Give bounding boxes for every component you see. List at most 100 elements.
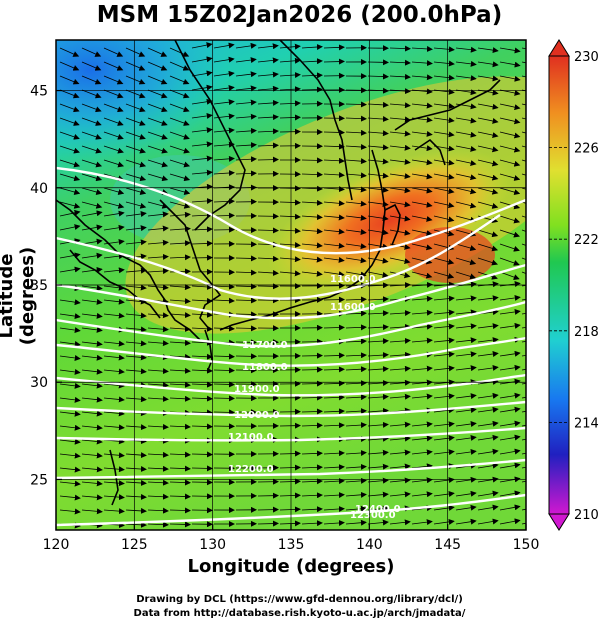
wind-arrow (455, 323, 477, 330)
wind-arrow (323, 58, 345, 65)
wind-arrow (279, 506, 301, 513)
wind-arrow (389, 379, 411, 386)
wind-arrow (499, 131, 521, 139)
wind-arrow (169, 521, 191, 528)
wind-arrow (389, 365, 411, 372)
wind-arrow (147, 382, 169, 389)
wind-arrow (345, 271, 367, 278)
wind-arrow (103, 117, 124, 126)
wind-arrow (499, 518, 521, 525)
wind-arrow (477, 351, 499, 357)
wind-arrow (103, 508, 125, 515)
wind-arrow (367, 449, 389, 456)
wind-arrow (103, 494, 125, 501)
wind-arrow (499, 103, 521, 111)
wind-arrow (191, 339, 213, 346)
wind-arrow (257, 43, 279, 50)
wind-arrow (499, 448, 521, 455)
wind-arrow (345, 505, 367, 512)
wind-arrow (103, 131, 124, 140)
wind-arrow (81, 75, 102, 85)
wind-arrow (521, 173, 526, 176)
wind-arrow (433, 74, 455, 81)
wind-arrow (411, 187, 433, 194)
wind-arrow (125, 326, 147, 333)
wind-arrow (367, 366, 389, 372)
wind-arrow (59, 145, 80, 154)
wind-arrow (59, 187, 81, 195)
wind-arrow (235, 156, 257, 163)
wind-arrow (367, 519, 389, 526)
wind-arrow (103, 354, 125, 361)
wind-arrow (213, 381, 235, 388)
wind-arrow (433, 131, 455, 138)
wind-arrow (455, 271, 477, 280)
wind-arrow (367, 229, 389, 236)
wind-arrow (301, 44, 323, 51)
wind-arrow (191, 395, 213, 402)
wind-arrow (125, 466, 147, 473)
wind-arrow (213, 42, 235, 49)
wind-arrow (477, 490, 499, 497)
wind-arrow (477, 337, 499, 344)
wind-arrow (499, 117, 521, 125)
wind-arrow (433, 407, 455, 414)
wind-arrow (411, 519, 433, 526)
wind-arrow (59, 209, 81, 217)
wind-arrow (433, 215, 455, 223)
wind-arrow (411, 491, 433, 498)
wind-arrow (147, 284, 169, 291)
wind-arrow (455, 337, 477, 344)
wind-arrow (345, 477, 367, 484)
wind-arrow (147, 312, 169, 319)
wind-arrow (257, 227, 279, 234)
wind-arrow (81, 508, 103, 515)
wind-arrow (125, 239, 147, 246)
wind-arrow (81, 382, 103, 389)
wind-arrow (345, 408, 367, 415)
wind-arrow (499, 47, 521, 54)
wind-arrow (345, 257, 367, 264)
wind-arrow (301, 408, 323, 415)
wind-arrow (191, 325, 213, 332)
wind-arrow (455, 490, 477, 497)
wind-arrow (103, 438, 125, 445)
wind-arrow (433, 159, 455, 166)
wind-arrow (147, 396, 169, 403)
lat-lon-grid (56, 40, 526, 530)
wind-arrow (59, 224, 81, 231)
colorbar: 230 226 222 218 214 210 (548, 39, 599, 531)
wind-arrow (279, 86, 301, 93)
wind-arrow (323, 214, 345, 221)
wind-arrow (455, 407, 477, 414)
wind-arrow (389, 130, 411, 137)
y-tick-label: 35 (30, 278, 48, 294)
wind-arrow (477, 448, 499, 455)
wind-arrow (81, 410, 103, 417)
wind-arrow (411, 116, 433, 123)
wind-arrow (499, 462, 521, 469)
wind-arrow (213, 353, 235, 360)
wind-arrow (81, 210, 103, 217)
wind-arrow (389, 435, 411, 442)
wind-arrow (411, 60, 433, 67)
wind-arrow (213, 325, 235, 332)
wind-arrow (279, 256, 301, 263)
wind-arrow (499, 229, 520, 238)
wind-arrow (169, 353, 191, 360)
wind-arrow (455, 145, 477, 152)
wind-arrow (411, 463, 433, 470)
wind-arrow (81, 312, 103, 319)
wind-arrow (213, 297, 235, 304)
wind-arrow (433, 309, 455, 316)
wind-arrow (147, 465, 169, 472)
wind-arrow (433, 351, 455, 358)
wind-arrow (81, 298, 103, 305)
wind-arrow (323, 464, 345, 471)
wind-arrow (389, 201, 411, 208)
wind-arrow (147, 340, 169, 347)
wind-arrow (521, 117, 526, 120)
wind-arrow (169, 284, 191, 291)
wind-arrow (103, 224, 125, 231)
wind-arrow (433, 46, 455, 53)
